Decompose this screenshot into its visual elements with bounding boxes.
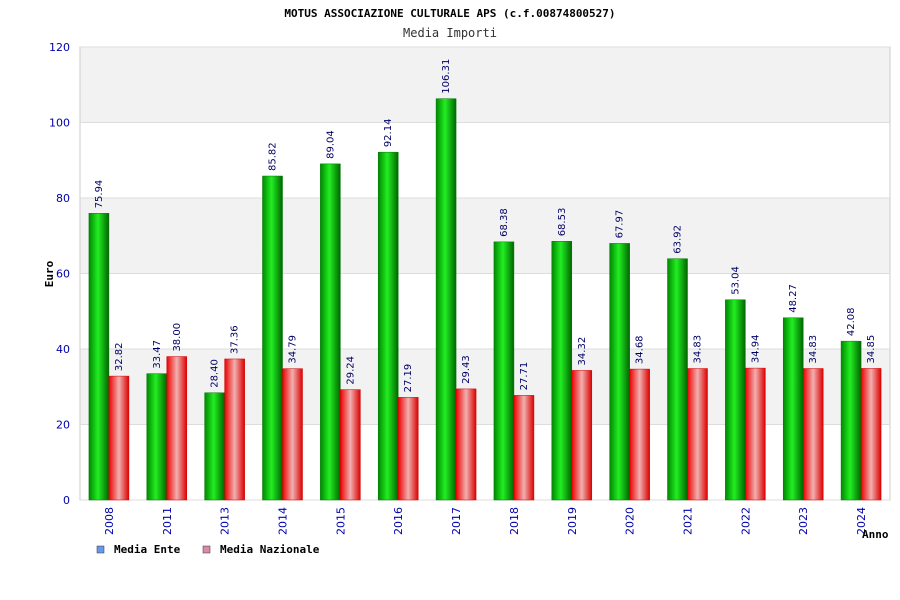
value-label: 37.36 [230,325,241,354]
plot-band [80,424,890,500]
value-label: 34.32 [577,337,588,366]
bar-media-nazionale-2013 [224,358,245,501]
plot-band [80,273,890,349]
y-tick-label: 100 [49,117,70,130]
bar-media-ente-2017 [435,98,457,501]
value-label: 92.14 [383,119,394,148]
bar-media-nazionale-2015 [340,389,361,501]
bar-media-ente-2018 [493,241,515,501]
bar-media-nazionale-2020 [629,368,650,501]
bars [88,98,882,501]
y-tick-label: 80 [56,192,70,205]
value-label: 34.83 [808,335,819,364]
value-label: 29.43 [461,355,472,384]
value-label: 34.94 [750,334,761,363]
value-label: 68.38 [499,208,510,237]
plot-band [80,349,890,425]
y-axis-ticks: 0 20 40 60 80 100 120 [49,41,70,507]
bar-media-ente-2011 [146,373,168,501]
value-label: 34.79 [288,335,299,364]
x-axis-ticks: 2008 2011 2013 2014 2015 2016 2017 2018 2019 2020… [103,507,868,535]
bar-media-nazionale-2021 [687,368,708,501]
value-label: 89.04 [325,130,336,159]
x-tick-label: 2020 [624,507,637,535]
bar-media-nazionale-2011 [166,356,188,501]
bar-media-ente-2013 [204,392,225,501]
bar-media-ente-2023 [782,317,804,501]
x-tick-label: 2022 [739,507,752,535]
value-label: 34.68 [635,335,646,364]
value-label: 106.31 [441,59,452,94]
legend-label-media-nazionale: Media Nazionale [220,543,320,556]
y-tick-label: 40 [56,343,70,356]
x-tick-label: 2018 [508,507,521,535]
y-tick-label: 20 [56,419,70,432]
x-tick-label: 2008 [103,507,116,535]
y-tick-label: 60 [56,268,70,281]
bar-media-nazionale-2018 [513,395,535,501]
x-tick-label: 2016 [392,507,405,535]
legend-swatch-media-ente [96,545,105,554]
x-axis-label: Anno [862,528,889,541]
x-tick-label: 2021 [682,507,695,535]
value-label: 68.53 [557,208,568,237]
plot-background [79,46,891,501]
bar-media-ente-2024 [840,340,862,501]
value-label: 42.08 [846,308,857,337]
x-tick-label: 2015 [334,507,347,535]
y-tick-label: 120 [49,41,70,54]
value-label: 63.92 [673,225,684,254]
value-label: 75.94 [94,180,105,209]
plot-band [80,47,890,123]
bar-media-ente-2020 [609,243,630,501]
bar-media-ente-2008 [88,213,110,501]
x-tick-label: 2017 [450,507,463,535]
bar-media-nazionale-2016 [397,397,419,501]
x-tick-label: 2023 [797,507,810,535]
value-label: 85.82 [268,142,279,171]
value-label: 67.97 [615,210,626,239]
x-tick-label: 2019 [566,507,579,535]
value-label: 34.85 [866,335,877,364]
value-label: 34.83 [693,335,704,364]
x-tick-label: 2014 [277,507,290,535]
x-tick-label: 2011 [161,507,174,535]
y-tick-label: 0 [63,494,70,507]
value-label: 48.27 [788,284,799,313]
y-axis-label: Euro [43,260,56,287]
bar-media-ente-2021 [667,258,688,501]
value-label: 29.24 [345,356,356,385]
bar-media-nazionale-2008 [108,375,130,501]
value-label: 32.82 [114,342,125,371]
legend-swatch-media-nazionale [202,545,211,554]
x-tick-label: 2013 [219,507,232,535]
x-tick-label: 2024 [855,507,868,535]
bar-media-ente-2016 [377,151,399,501]
value-labels: 75.94 32.82 33.47 38.00 28.40 37.36 85.82 34.79… [94,59,877,393]
chart-title: MOTUS ASSOCIAZIONE CULTURALE APS (c.f.00… [284,7,615,20]
value-label: 38.00 [172,323,183,352]
bar-media-ente-2019 [551,241,573,501]
bar-media-ente-2022 [725,299,746,501]
legend: Media Ente Media Nazionale [96,543,320,556]
value-label: 27.19 [403,364,414,393]
bar-media-nazionale-2017 [455,388,477,501]
value-label: 28.40 [210,359,221,388]
chart-subtitle: Media Importi [403,26,497,40]
bar-media-nazionale-2022 [745,367,766,501]
bar-media-ente-2015 [320,163,341,501]
bar-media-nazionale-2019 [571,370,593,501]
plot-band [80,198,890,274]
value-label: 33.47 [152,340,163,369]
bar-media-nazionale-2014 [282,368,303,501]
plot-band [80,122,890,198]
legend-label-media-ente: Media Ente [114,543,181,556]
bar-media-ente-2014 [262,175,283,501]
value-label: 53.04 [730,266,741,295]
bar-media-nazionale-2023 [802,368,824,501]
value-label: 27.71 [519,362,530,391]
bar-media-nazionale-2024 [860,368,882,501]
